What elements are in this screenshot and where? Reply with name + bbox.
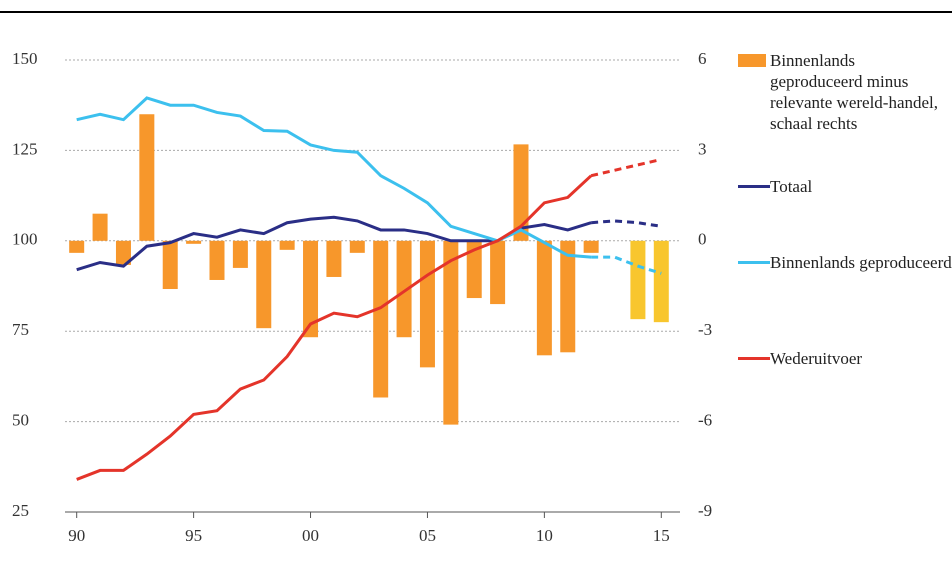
y-tick-label: 100 — [12, 230, 38, 249]
legend-label: Wederuitvoer — [770, 349, 863, 368]
x-tick-label: 90 — [68, 526, 85, 545]
bar — [419, 240, 435, 368]
bar — [232, 240, 248, 268]
y2-tick-label: 6 — [698, 49, 707, 68]
forecast-line — [590, 157, 662, 178]
legend-label: Binnenlands geproduceerd minus relevante… — [770, 51, 939, 133]
bar — [513, 144, 529, 241]
y-tick-label: 75 — [12, 320, 29, 339]
x-tick-label: 00 — [302, 526, 319, 545]
bar — [326, 240, 342, 277]
bar — [92, 213, 108, 241]
bar — [303, 240, 319, 338]
legend-item: Wederuitvoer — [738, 348, 952, 369]
bar — [69, 240, 85, 253]
line — [76, 174, 593, 481]
bar — [349, 240, 365, 253]
legend-item: Binnenlands geproduceerd — [738, 252, 952, 273]
legend-item: Binnenlands geproduceerd minus relevante… — [738, 50, 942, 134]
bar — [583, 240, 599, 253]
bar — [139, 114, 155, 241]
legend-swatch — [738, 348, 770, 369]
x-tick-label: 10 — [536, 526, 553, 545]
bar — [279, 240, 295, 250]
y-tick-label: 25 — [12, 501, 29, 520]
bar — [186, 240, 202, 244]
bar — [209, 240, 225, 280]
legend-label: Binnenlands geproduceerd — [770, 253, 952, 272]
y-tick-label: 50 — [12, 411, 29, 430]
x-tick-label: 95 — [185, 526, 202, 545]
legend-swatch — [738, 176, 770, 197]
y2-tick-label: -6 — [698, 411, 712, 430]
bar — [536, 240, 552, 356]
bar — [115, 240, 131, 265]
y-tick-label: 125 — [12, 139, 38, 158]
bar — [653, 240, 669, 323]
y-tick-label: 150 — [12, 49, 38, 68]
legend-swatch — [738, 252, 770, 273]
legend-mark — [738, 357, 770, 360]
forecast-line — [591, 219, 662, 228]
bar — [443, 240, 459, 425]
bar — [466, 240, 482, 299]
bar — [630, 240, 646, 320]
legend-swatch — [738, 50, 770, 71]
x-tick-label: 15 — [653, 526, 670, 545]
x-tick-label: 05 — [419, 526, 436, 545]
legend-item: Totaal — [738, 176, 952, 197]
bar — [560, 240, 576, 353]
bar — [162, 240, 178, 290]
legend-label: Totaal — [770, 177, 813, 196]
legend-mark — [738, 261, 770, 264]
legend-mark — [738, 54, 766, 67]
bar — [396, 240, 412, 338]
bar — [256, 240, 272, 329]
y2-tick-label: 0 — [698, 230, 707, 249]
y2-tick-label: -9 — [698, 501, 712, 520]
y2-tick-label: -3 — [698, 320, 712, 339]
y2-tick-label: 3 — [698, 139, 707, 158]
bar — [490, 240, 506, 305]
bar — [373, 240, 389, 398]
forecast-line — [591, 255, 662, 275]
legend-mark — [738, 185, 770, 188]
